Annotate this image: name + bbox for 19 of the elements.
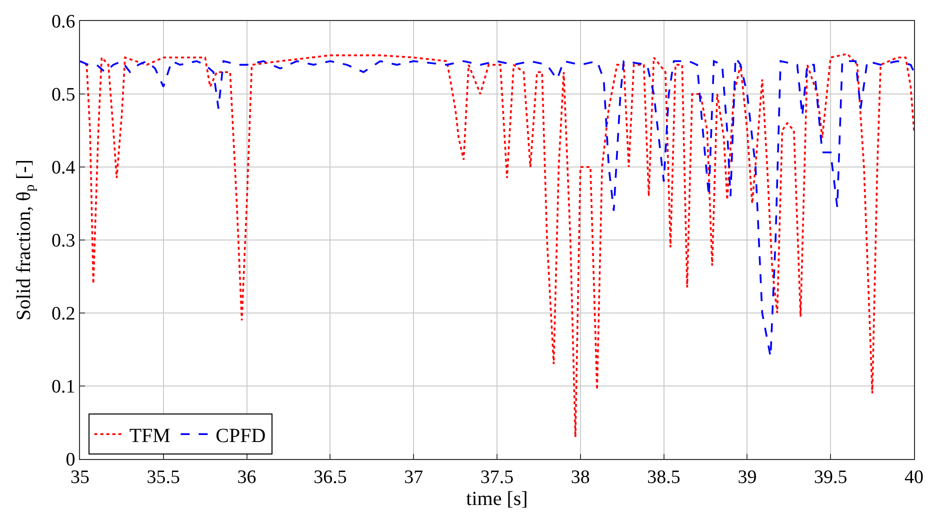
x-tick-label: 38 [570,466,590,488]
x-tick-label: 38.5 [647,466,680,488]
y-tick-label: 0.2 [51,304,76,325]
y-tick-label: 0.6 [51,12,76,33]
y-tick-label: 0.1 [51,376,76,398]
x-tick-label: 37 [404,466,424,488]
x-tick-label: 35.5 [146,466,180,488]
y-tick-label: 0.3 [51,230,76,252]
x-tick-label: 37.5 [480,466,514,488]
y-tick-label: 0.4 [51,158,76,179]
x-tick-label: 39 [738,466,757,488]
x-tick-label: 39.5 [814,466,848,488]
legend-label: TFM [129,424,171,447]
x-tick-label: 36 [237,466,256,488]
x-tick-label: 36.5 [314,466,347,488]
x-axis-title: time [s] [466,488,528,510]
y-tick-label: 0.5 [51,84,76,106]
legend-label: CPFD [216,424,266,447]
x-tick-label: 40 [904,466,924,488]
